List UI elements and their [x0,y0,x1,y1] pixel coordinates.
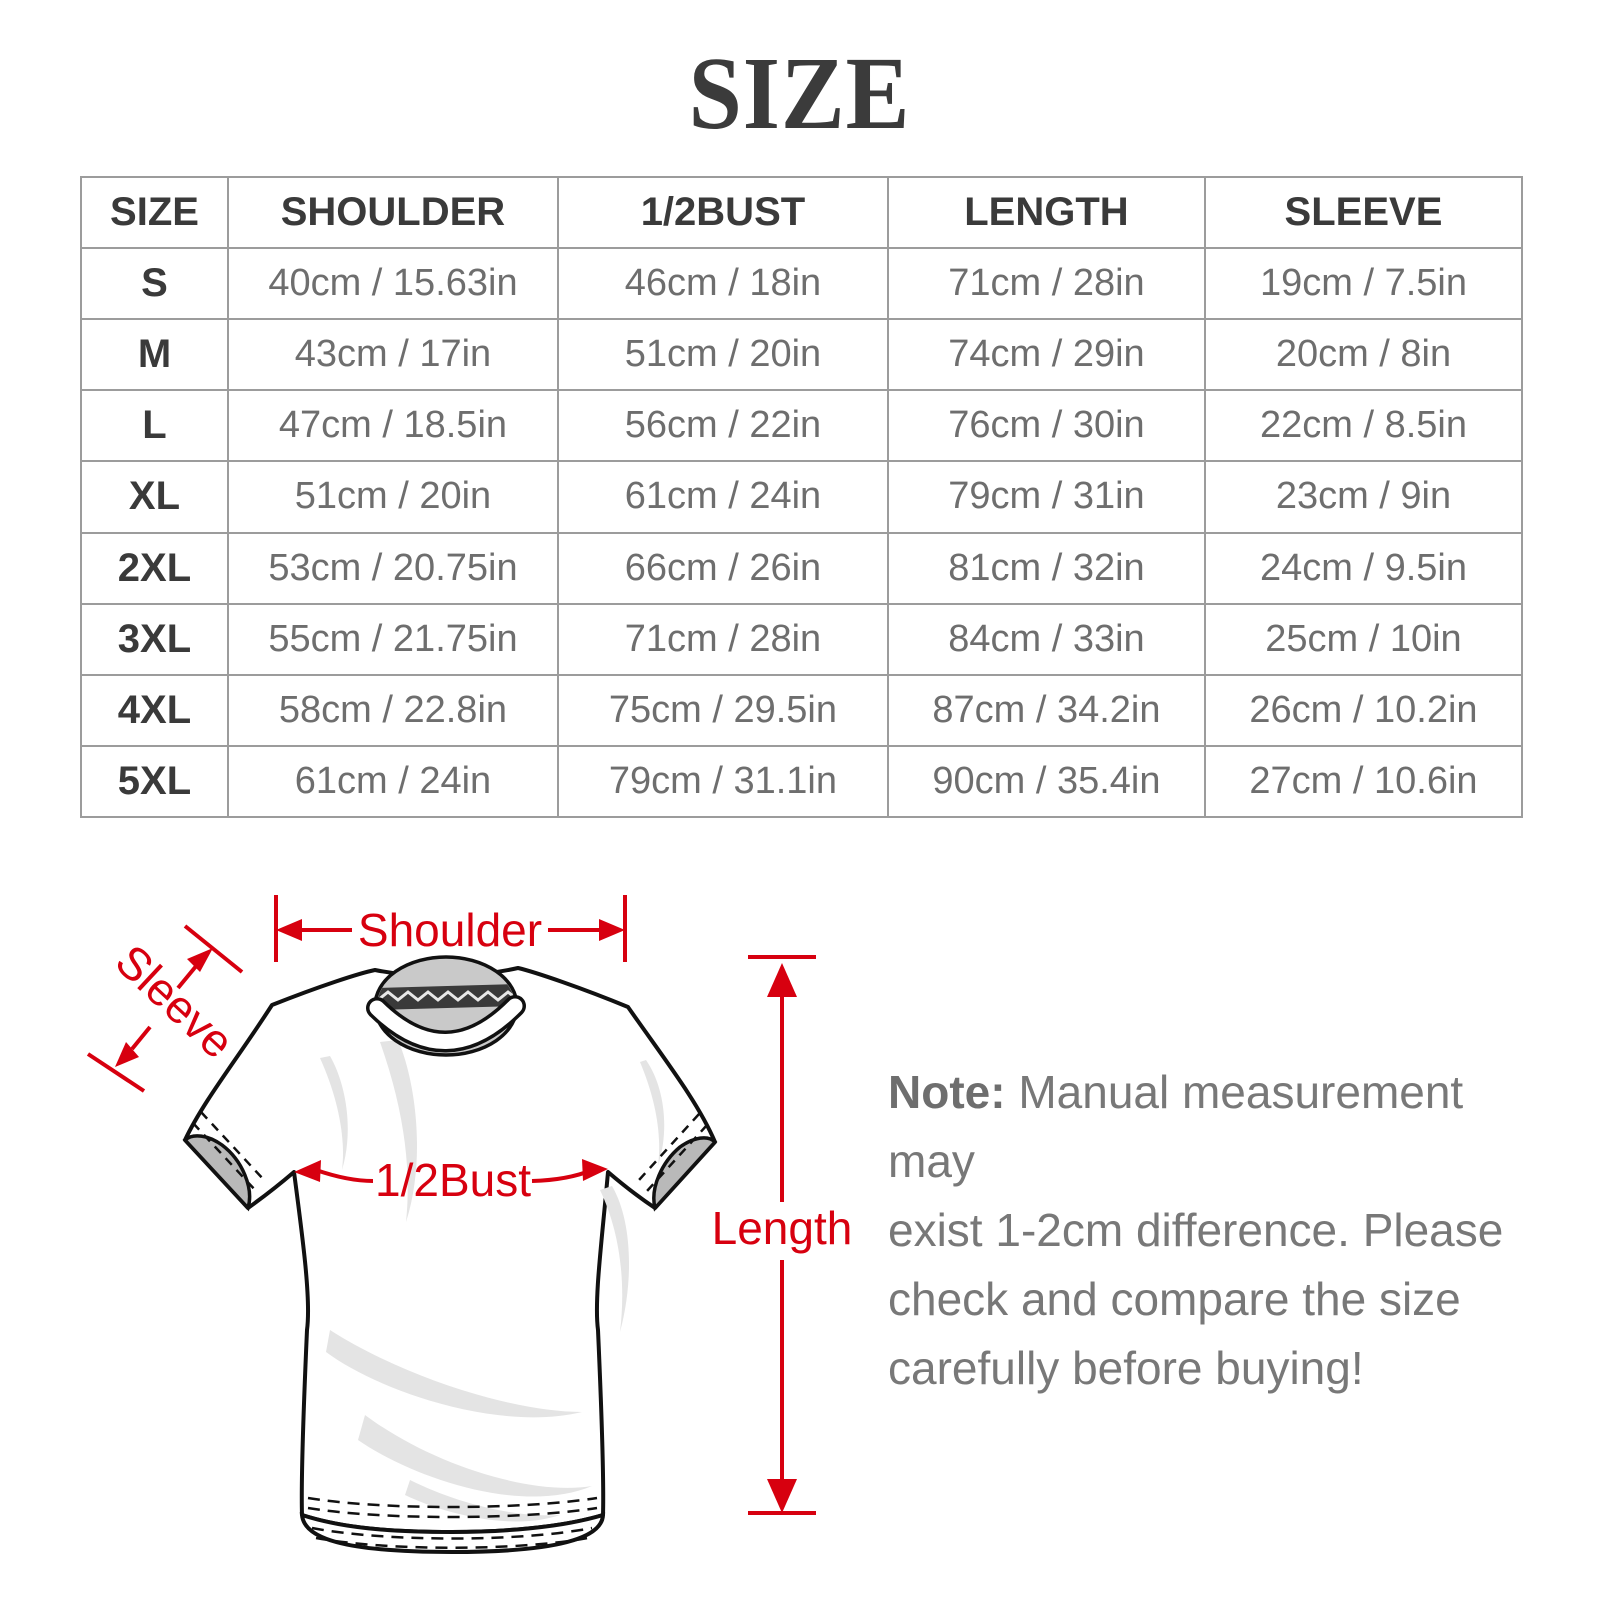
length-dimension: Length [712,955,850,1515]
size-label-cell: S [80,246,229,321]
bust-label: 1/2Bust [375,1154,531,1206]
measurement-cell: 19cm / 7.5in [1203,246,1524,321]
size-label-cell: M [80,318,229,392]
measurement-cell: 61cm / 24in [226,744,559,819]
size-table-head-row: SIZE SHOULDER 1/2BUST LENGTH SLEEVE [80,176,1524,249]
measurement-cell: 26cm / 10.2in [1203,673,1524,747]
length-label: Length [712,1202,850,1254]
measurement-cell: 75cm / 29.5in [556,673,889,747]
size-label-cell: 5XL [80,744,229,819]
measurement-cell: 61cm / 24in [556,460,889,534]
page-title-text: SIZE [689,36,911,151]
size-label-cell: XL [80,460,229,534]
size-table-body: S 40cm / 15.63in 46cm / 18in 71cm / 28in 19c… [80,246,1524,819]
column-header: SLEEVE [1203,176,1524,249]
measurement-cell: 74cm / 29in [886,318,1206,392]
column-header: 1/2BUST [556,176,889,249]
column-header: SHOULDER [226,176,559,249]
note-line: exist 1-2cm difference. Please [888,1204,1504,1256]
measurement-cell: 84cm / 33in [886,602,1206,676]
measurement-cell: 53cm / 20.75in [226,531,559,605]
note-line: carefully before buying! [888,1342,1364,1394]
measurement-cell: 25cm / 10in [1203,602,1524,676]
column-header: SIZE [80,176,229,249]
measurement-cell: 22cm / 8.5in [1203,389,1524,463]
measurement-cell: 90cm / 35.4in [886,744,1206,819]
table-row: 3XL 55cm / 21.75in 71cm / 28in 84cm / 33in 2… [80,602,1524,676]
left-cuff [182,1134,252,1212]
measurement-cell: 87cm / 34.2in [886,673,1206,747]
measurement-cell: 81cm / 32in [886,531,1206,605]
shoulder-dimension: Shoulder [274,895,627,962]
tshirt-measurement-diagram: Shoulder Sleeve 1/2Bust [86,895,850,1555]
measurement-cell: 79cm / 31.1in [556,744,889,819]
measurement-cell: 66cm / 26in [556,531,889,605]
hem-stitching [307,1496,598,1549]
bust-dimension: 1/2Bust [294,1154,608,1206]
table-row: S 40cm / 15.63in 46cm / 18in 71cm / 28in 19c… [80,246,1524,321]
wrinkle-shading [320,1040,665,1522]
table-row: 4XL 58cm / 22.8in 75cm / 29.5in 87cm / 34.2… [80,673,1524,747]
note-text: Note: Manual measurement may exist 1-2cm… [888,1058,1508,1403]
note-line: check and compare the size [888,1273,1461,1325]
measurement-cell: 43cm / 17in [226,318,559,392]
table-row: XL 51cm / 20in 61cm / 24in 79cm / 31in 23cm … [80,460,1524,534]
right-cuff [652,1136,718,1212]
measurement-cell: 51cm / 20in [556,318,889,392]
measurement-cell: 51cm / 20in [226,460,559,534]
table-row: 5XL 61cm / 24in 79cm / 31.1in 90cm / 35.4in… [80,744,1524,819]
page-title: SIZE [0,34,1600,153]
hem-band [299,1512,606,1555]
measurement-cell: 24cm / 9.5in [1203,531,1524,605]
table-row: M 43cm / 17in 51cm / 20in 74cm / 29in 20cm /… [80,318,1524,392]
dimension-annotations: Shoulder Sleeve 1/2Bust [86,895,850,1515]
measurement-cell: 27cm / 10.6in [1203,744,1524,819]
measurement-cell: 76cm / 30in [886,389,1206,463]
measurement-cell: 46cm / 18in [556,246,889,321]
measurement-cell: 23cm / 9in [1203,460,1524,534]
measurement-cell: 71cm / 28in [886,246,1206,321]
measurement-cell: 79cm / 31in [886,460,1206,534]
measurement-cell: 56cm / 22in [556,389,889,463]
tshirt-outline [182,955,718,1555]
collar-braid [377,984,515,1010]
size-label-cell: 2XL [80,531,229,605]
measurement-cell: 40cm / 15.63in [226,246,559,321]
collar-rib [366,995,526,1053]
note-line: Note: Manual measurement may [888,1066,1464,1187]
table-row: L 47cm / 18.5in 56cm / 22in 76cm / 30in 22cm… [80,389,1524,463]
measurement-cell: 71cm / 28in [556,602,889,676]
size-label-cell: 3XL [80,602,229,676]
measurement-cell: 58cm / 22.8in [226,673,559,747]
size-label-cell: 4XL [80,673,229,747]
measurement-cell: 55cm / 21.75in [226,602,559,676]
measurement-cell: 47cm / 18.5in [226,389,559,463]
sleeve-dimension: Sleeve [86,924,244,1093]
measurement-cell: 20cm / 8in [1203,318,1524,392]
size-table: SIZE SHOULDER 1/2BUST LENGTH SLEEVE S 40cm / … [80,176,1524,819]
size-label-cell: L [80,389,229,463]
note-label: Note: [888,1066,1006,1118]
shoulder-label: Shoulder [358,904,542,956]
column-header: LENGTH [886,176,1206,249]
table-row: 2XL 53cm / 20.75in 66cm / 26in 81cm / 32in 2… [80,531,1524,605]
